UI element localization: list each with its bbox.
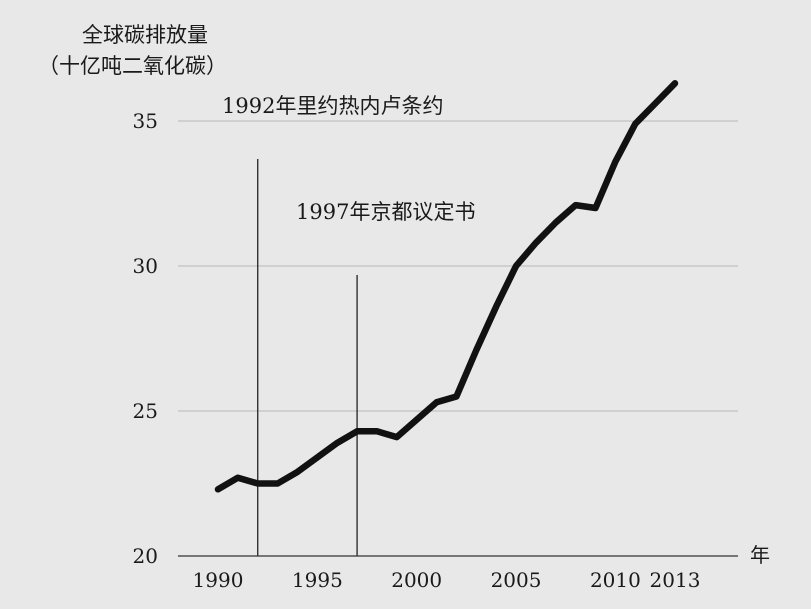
x-tick-label-2010: 2010	[590, 568, 641, 592]
x-tick-label-2005: 2005	[491, 568, 542, 592]
event-annotations: 1992年里约热内卢条约 1997年京都议定书	[222, 94, 475, 556]
event-label-1997: 1997年京都议定书	[296, 200, 475, 224]
series-line-0	[214, 80, 679, 493]
y-tick-label-20: 20	[133, 544, 158, 568]
y-axis-label-line2: （十亿吨二氧化碳）	[38, 54, 227, 78]
y-tick-label-25: 25	[133, 399, 158, 423]
series-layer	[214, 80, 679, 493]
event-label-1992: 1992年里约热内卢条约	[222, 94, 443, 118]
x-tick-labels: 1990 1995 2000 2005 2010 2013	[193, 568, 701, 592]
y-axis-label-line1: 全球碳排放量	[82, 23, 208, 47]
x-tick-label-1990: 1990	[193, 568, 244, 592]
grid-layer	[178, 120, 738, 412]
y-tick-labels: 20 25 30 35	[133, 109, 158, 568]
y-tick-label-30: 30	[133, 254, 158, 278]
x-tick-label-1995: 1995	[292, 568, 343, 592]
y-tick-label-35: 35	[133, 109, 158, 133]
x-axis-label: 年	[750, 543, 770, 567]
x-tick-label-2013: 2013	[650, 568, 701, 592]
x-tick-label-2000: 2000	[391, 568, 442, 592]
